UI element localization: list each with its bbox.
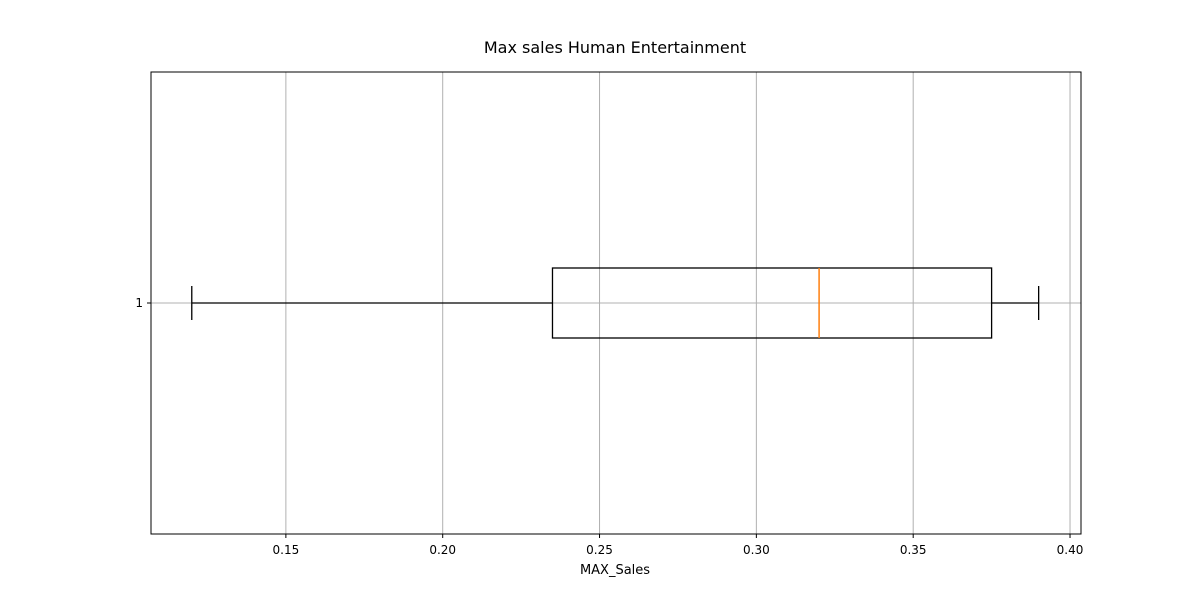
x-tick-label: 0.25 [586, 543, 613, 557]
x-tick-label: 0.30 [743, 543, 770, 557]
y-axis: 1 [135, 296, 151, 310]
x-axis: 0.15 0.20 0.25 0.30 0.35 0.40 [273, 534, 1084, 557]
x-tick-label: 0.15 [273, 543, 300, 557]
x-tick-label: 0.20 [429, 543, 456, 557]
box-series [191, 267, 1040, 339]
x-tick-label: 0.35 [900, 543, 927, 557]
box-group [191, 267, 1040, 339]
x-tick-label: 0.40 [1057, 543, 1084, 557]
x-axis-label: MAX_Sales [580, 563, 650, 578]
chart-title: Max sales Human Entertainment [484, 38, 746, 57]
y-tick-label: 1 [135, 296, 143, 310]
iqr-box [551, 267, 993, 339]
